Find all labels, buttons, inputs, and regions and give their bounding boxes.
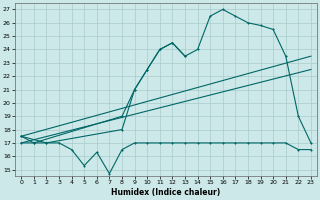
X-axis label: Humidex (Indice chaleur): Humidex (Indice chaleur) [111, 188, 221, 197]
